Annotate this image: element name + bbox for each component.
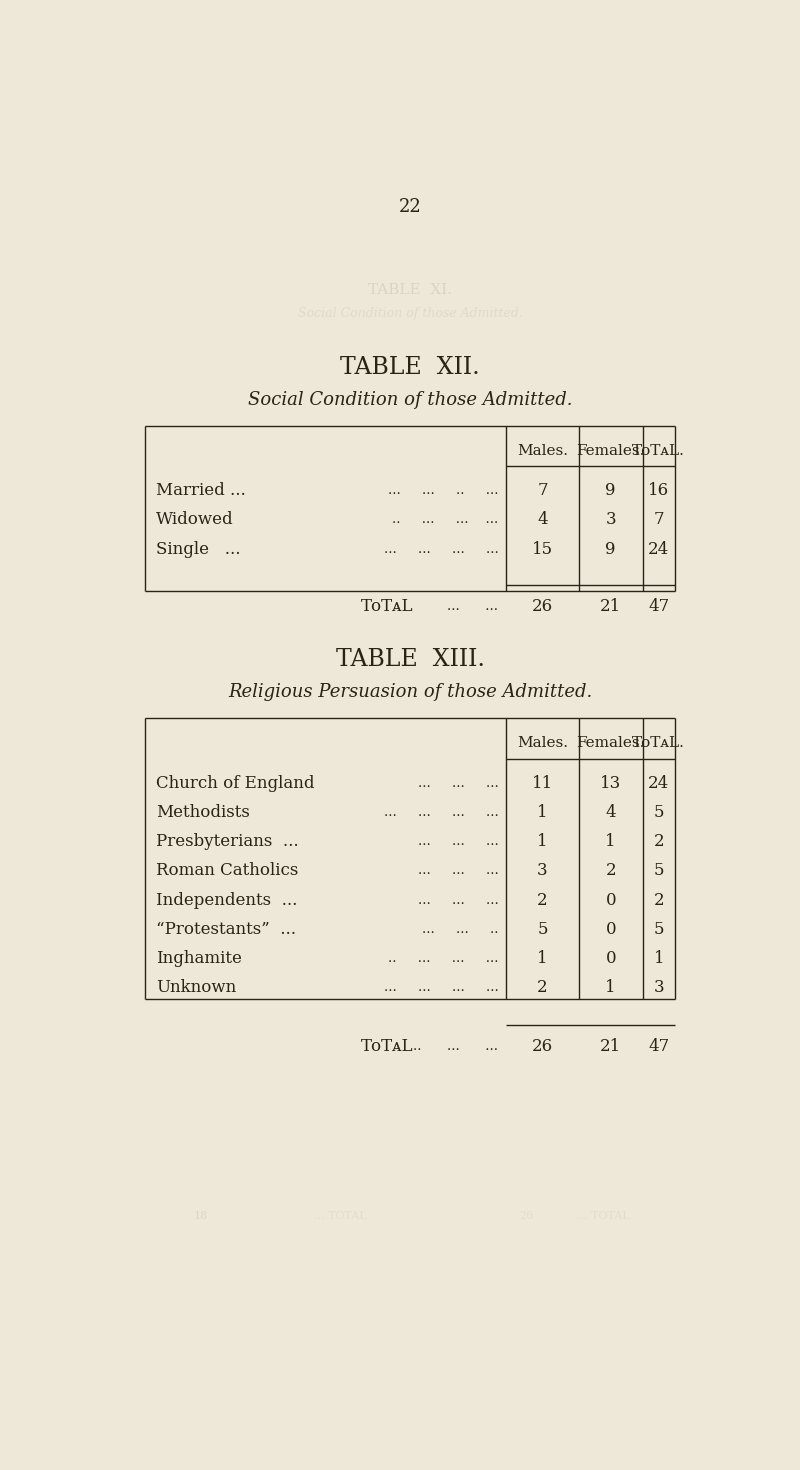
Text: 26: 26 [532, 598, 553, 614]
Text: 5: 5 [538, 922, 548, 938]
Text: 5: 5 [654, 804, 664, 820]
Text: Church of England: Church of England [156, 775, 314, 792]
Text: TABLE  XIII.: TABLE XIII. [335, 648, 485, 672]
Text: ...     ...     ...: ... ... ... [418, 776, 498, 789]
Text: ... TOTAL: ... TOTAL [578, 1211, 630, 1222]
Text: 9: 9 [606, 541, 616, 557]
Text: 3: 3 [654, 979, 664, 997]
Text: 1: 1 [538, 950, 548, 967]
Text: ...     ...     ...     ...: ... ... ... ... [384, 542, 498, 556]
Text: 0: 0 [606, 950, 616, 967]
Text: Females.: Females. [577, 736, 645, 750]
Text: 7: 7 [654, 512, 664, 528]
Text: ..     ...     ...    ...: .. ... ... ... [392, 513, 498, 526]
Text: 2: 2 [606, 863, 616, 879]
Text: 15: 15 [532, 541, 553, 557]
Text: 1: 1 [538, 804, 548, 820]
Text: 0: 0 [606, 892, 616, 908]
Text: Males.: Males. [517, 736, 568, 750]
Text: 1: 1 [606, 979, 616, 997]
Text: 26: 26 [532, 1038, 553, 1055]
Text: TᴏTᴀL.: TᴏTᴀL. [632, 444, 686, 457]
Text: ..      ...      ...: .. ... ... [414, 1039, 498, 1053]
Text: 2: 2 [654, 833, 664, 850]
Text: 5: 5 [654, 922, 664, 938]
Text: 5: 5 [654, 863, 664, 879]
Text: ...     ...     ...: ... ... ... [418, 894, 498, 907]
Text: Social Condition of those Admitted.: Social Condition of those Admitted. [248, 391, 572, 409]
Text: ... TOTAL: ... TOTAL [314, 1211, 366, 1222]
Text: TᴏTᴀL: TᴏTᴀL [361, 598, 413, 614]
Text: 21: 21 [600, 598, 622, 614]
Text: TᴏTᴀL.: TᴏTᴀL. [632, 736, 686, 750]
Text: Roman Catholics: Roman Catholics [156, 863, 298, 879]
Text: 1: 1 [654, 950, 664, 967]
Text: 18: 18 [194, 1211, 208, 1222]
Text: 11: 11 [532, 775, 553, 792]
Text: TABLE  XI.: TABLE XI. [368, 284, 452, 297]
Text: Females.: Females. [577, 444, 645, 457]
Text: 7: 7 [538, 482, 548, 498]
Text: 22: 22 [398, 198, 422, 216]
Text: “Protestants”  ...: “Protestants” ... [156, 922, 296, 938]
Text: 4: 4 [606, 804, 616, 820]
Text: Presbyterians  ...: Presbyterians ... [156, 833, 298, 850]
Text: 13: 13 [600, 775, 622, 792]
Text: ...     ...     ..: ... ... .. [422, 923, 498, 936]
Text: ...     ...     ...     ...: ... ... ... ... [384, 982, 498, 995]
Text: 3: 3 [538, 863, 548, 879]
Text: 2: 2 [538, 892, 548, 908]
Text: 16: 16 [648, 482, 670, 498]
Text: 21: 21 [600, 1038, 622, 1055]
Text: ..     ...     ...     ...: .. ... ... ... [388, 953, 498, 966]
Text: 47: 47 [648, 1038, 670, 1055]
Text: 4: 4 [538, 512, 548, 528]
Text: ...     ...     ...     ...: ... ... ... ... [384, 806, 498, 819]
Text: 2: 2 [654, 892, 664, 908]
Text: Males.: Males. [517, 444, 568, 457]
Text: 24: 24 [648, 775, 670, 792]
Text: Religious Persuasion of those Admitted.: Religious Persuasion of those Admitted. [228, 684, 592, 701]
Text: ...      ...: ... ... [447, 600, 498, 613]
Text: Methodists: Methodists [156, 804, 250, 820]
Text: ...     ...     ..     ...: ... ... .. ... [388, 484, 498, 497]
Text: 1: 1 [606, 833, 616, 850]
Text: Widowed: Widowed [156, 512, 234, 528]
Text: Single   ...: Single ... [156, 541, 240, 557]
Text: Independents  ...: Independents ... [156, 892, 297, 908]
Text: ...     ...     ...: ... ... ... [418, 864, 498, 878]
Text: 26: 26 [519, 1211, 534, 1222]
Text: 1: 1 [538, 833, 548, 850]
Text: Married ...: Married ... [156, 482, 246, 498]
Text: 0: 0 [606, 922, 616, 938]
Text: 2: 2 [538, 979, 548, 997]
Text: 3: 3 [606, 512, 616, 528]
Text: TABLE  XII.: TABLE XII. [340, 356, 480, 379]
Text: ...     ...     ...: ... ... ... [418, 835, 498, 848]
Text: Social Condition of those Admitted.: Social Condition of those Admitted. [298, 307, 522, 320]
Text: 24: 24 [648, 541, 670, 557]
Text: 47: 47 [648, 598, 670, 614]
Text: Unknown: Unknown [156, 979, 236, 997]
Text: 9: 9 [606, 482, 616, 498]
Text: TᴏTᴀL: TᴏTᴀL [361, 1038, 413, 1055]
Text: Inghamite: Inghamite [156, 950, 242, 967]
